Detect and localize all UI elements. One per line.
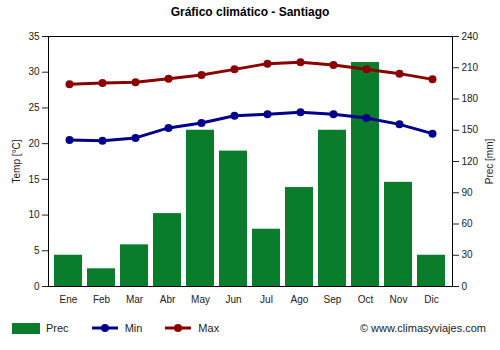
svg-text:15: 15 (28, 174, 40, 185)
svg-text:180: 180 (462, 93, 479, 104)
svg-text:0: 0 (34, 281, 40, 292)
svg-text:Ago: Ago (291, 294, 309, 305)
svg-text:35: 35 (28, 31, 40, 42)
svg-text:30: 30 (462, 249, 474, 260)
svg-text:Dic: Dic (424, 294, 438, 305)
svg-text:Ene: Ene (60, 294, 78, 305)
svg-text:20: 20 (28, 138, 40, 149)
svg-text:120: 120 (462, 156, 479, 167)
svg-text:Sep: Sep (324, 294, 342, 305)
svg-text:25: 25 (28, 102, 40, 113)
svg-text:Nov: Nov (390, 294, 408, 305)
svg-text:240: 240 (462, 31, 479, 42)
svg-text:Abr: Abr (160, 294, 176, 305)
html-text:Gráfico climático - Santiago: Gráfico climático - Santiago (170, 5, 330, 19)
svg-text:Mar: Mar (126, 294, 144, 305)
svg-text:210: 210 (462, 62, 479, 73)
svg-text:Oct: Oct (358, 294, 374, 305)
svg-text:Jul: Jul (260, 294, 273, 305)
svg-text:10: 10 (28, 209, 40, 220)
svg-text:0: 0 (462, 281, 468, 292)
svg-text:Jun: Jun (225, 294, 241, 305)
html-text:© www.climasyviajes.com: © www.climasyviajes.com (359, 322, 486, 334)
svg-text:Temp [°C]: Temp [°C] (11, 139, 22, 183)
svg-text:90: 90 (462, 187, 474, 198)
html-text:Min: Min (124, 322, 143, 334)
html-text:Prec: Prec (46, 322, 69, 334)
svg-text:150: 150 (462, 124, 479, 135)
svg-text:May: May (191, 294, 210, 305)
svg-text:60: 60 (462, 218, 474, 229)
html-text:Max: Max (198, 322, 220, 334)
svg-text:5: 5 (34, 245, 40, 256)
svg-text:Prec [mm]: Prec [mm] (484, 139, 495, 185)
svg-text:Feb: Feb (93, 294, 111, 305)
svg-text:30: 30 (28, 66, 40, 77)
